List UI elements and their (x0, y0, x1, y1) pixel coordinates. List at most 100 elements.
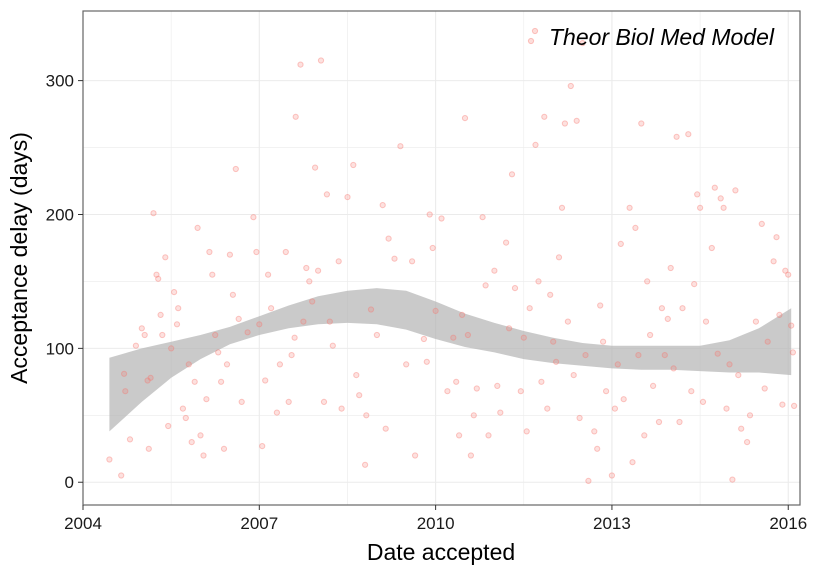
data-point (729, 476, 736, 483)
data-point (379, 202, 386, 209)
data-point (473, 385, 480, 392)
data-point (779, 401, 786, 408)
data-point (506, 325, 513, 332)
data-point (608, 472, 616, 479)
data-point (353, 372, 360, 379)
data-point (629, 459, 636, 466)
data-point (770, 258, 777, 265)
data-point (159, 331, 166, 339)
data-point (732, 187, 739, 194)
data-point (670, 365, 677, 372)
data-point (141, 331, 148, 339)
data-point (229, 291, 236, 298)
data-point (118, 472, 125, 479)
data-point (259, 443, 266, 450)
data-point (789, 349, 797, 356)
data-point (235, 315, 242, 322)
data-point (626, 204, 633, 211)
data-point (658, 305, 666, 312)
data-point (503, 239, 510, 246)
data-point (282, 248, 289, 256)
data-point (223, 361, 231, 368)
data-point (273, 409, 280, 416)
data-point (206, 248, 213, 256)
data-point (132, 342, 139, 349)
data-point (491, 267, 498, 274)
data-point (544, 405, 551, 412)
data-point (429, 244, 436, 252)
data-point (171, 289, 178, 296)
data-point (382, 425, 389, 432)
data-point (655, 418, 663, 426)
data-point (423, 358, 430, 365)
data-point (356, 392, 363, 399)
data-point (179, 405, 186, 412)
data-point (300, 318, 307, 325)
data-point (594, 445, 601, 452)
data-point (175, 305, 182, 312)
data-point (209, 271, 216, 278)
y-tick-label: 0 (65, 473, 74, 492)
data-point (276, 361, 283, 368)
data-point (664, 315, 671, 322)
data-point (576, 414, 583, 422)
data-point (162, 254, 169, 261)
data-point (126, 436, 134, 443)
data-point (297, 61, 304, 68)
data-point (188, 439, 195, 446)
data-point (335, 258, 342, 265)
x-tick-label: 2013 (593, 514, 631, 533)
data-point (470, 412, 477, 419)
data-point (362, 461, 369, 468)
data-point (547, 291, 554, 298)
data-point (344, 194, 351, 201)
data-point (785, 271, 792, 278)
data-point (203, 396, 210, 403)
data-point (617, 240, 624, 247)
data-point (391, 255, 398, 262)
data-point (385, 235, 392, 242)
data-point (644, 278, 651, 285)
data-point (262, 377, 269, 384)
data-point (720, 204, 727, 211)
data-point (479, 214, 486, 221)
data-point (764, 338, 771, 345)
data-point (147, 374, 154, 381)
data-point (403, 361, 410, 368)
data-point (635, 352, 642, 359)
data-point (708, 244, 715, 252)
data-point (773, 234, 780, 241)
data-point (482, 282, 489, 289)
plot-panel-background (83, 11, 800, 505)
data-point (561, 120, 569, 127)
data-point (250, 214, 257, 221)
data-point (573, 117, 580, 124)
legend-label: Theor Biol Med Model (549, 24, 775, 50)
data-point (667, 264, 674, 272)
data-point (363, 412, 370, 419)
data-point (691, 281, 698, 288)
data-point (306, 278, 313, 285)
data-point (564, 318, 572, 325)
data-point (459, 311, 466, 318)
data-point (226, 251, 233, 258)
data-point (450, 334, 457, 341)
data-point (182, 414, 189, 422)
data-point (517, 388, 524, 395)
data-point (185, 361, 192, 368)
data-point (758, 220, 765, 227)
data-point (711, 184, 718, 191)
data-point (420, 335, 427, 343)
data-point (688, 388, 695, 395)
data-point (464, 331, 471, 339)
data-point (638, 120, 645, 127)
data-point (232, 165, 239, 173)
data-point (350, 161, 357, 169)
data-point (426, 211, 433, 218)
data-point (679, 305, 686, 312)
data-point (157, 311, 164, 318)
data-point (611, 405, 619, 412)
data-point (238, 398, 245, 405)
legend: Theor Biol Med Model (527, 24, 775, 50)
